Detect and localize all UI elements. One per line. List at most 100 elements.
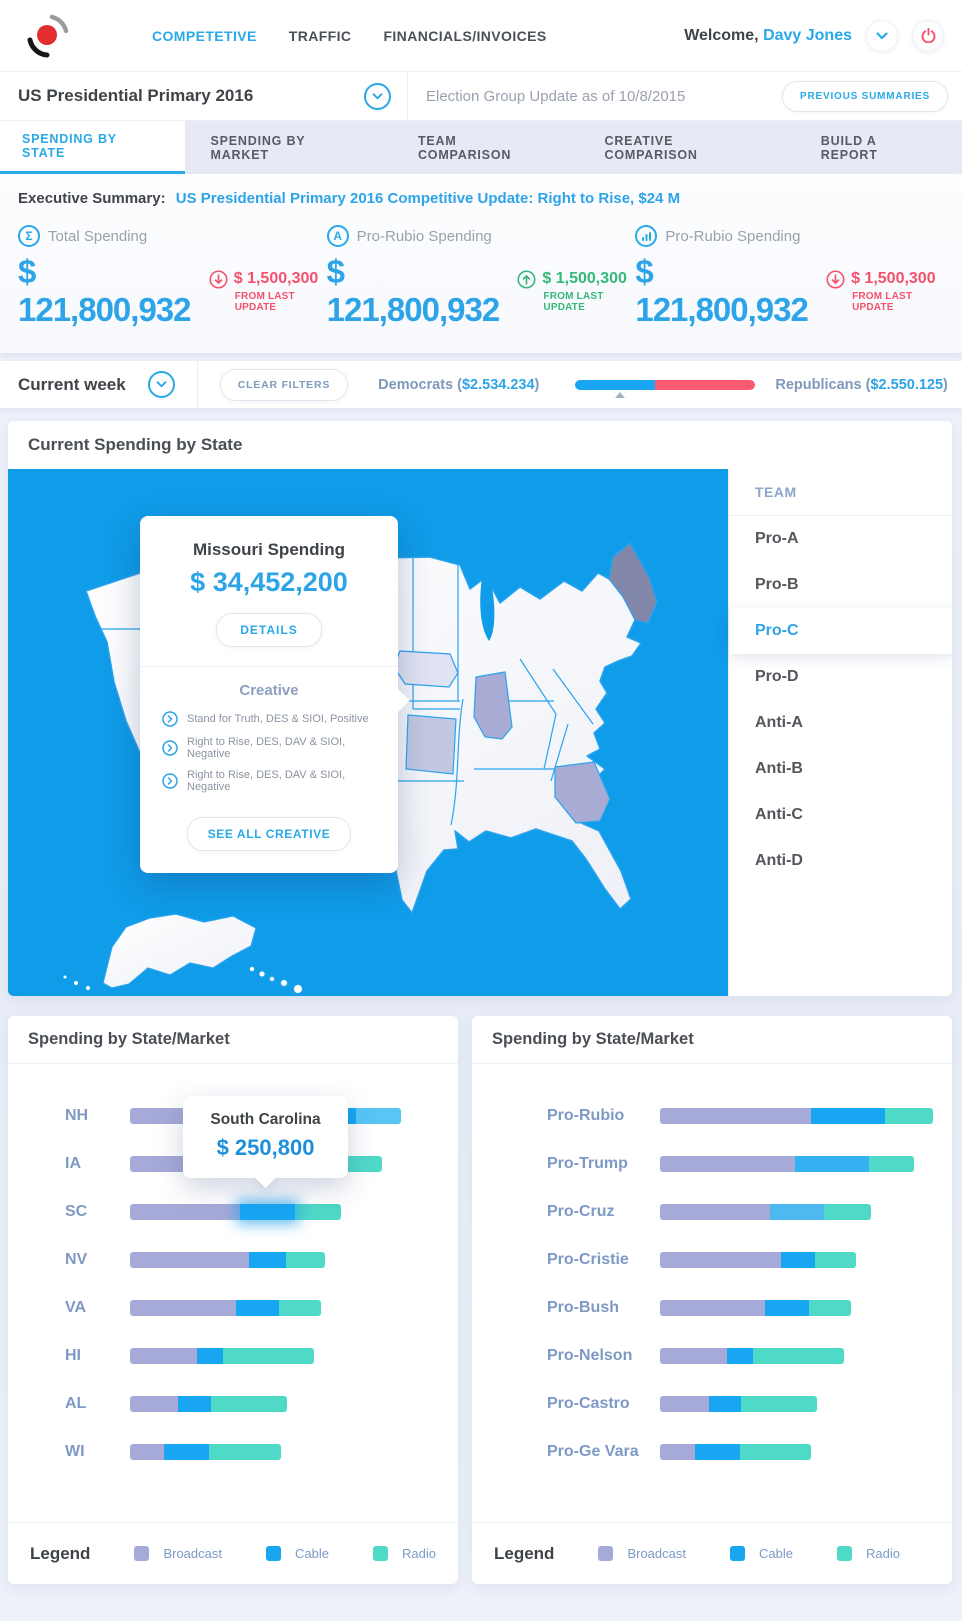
bar-segment-cable[interactable] — [695, 1444, 740, 1460]
bar-segment-cable[interactable] — [727, 1348, 753, 1364]
arrow-down-circle-icon — [209, 269, 228, 289]
bar-segment-cable[interactable] — [795, 1156, 869, 1172]
team-item-anti-a[interactable]: Anti-A — [755, 714, 803, 731]
bar-segment-radio[interactable] — [295, 1204, 341, 1220]
previous-summaries-button[interactable]: PREVIOUS SUMMARIES — [782, 80, 948, 112]
bar-segment-cable[interactable] — [178, 1396, 211, 1412]
bar-segment-broadcast[interactable] — [660, 1300, 765, 1316]
clear-filters-button[interactable]: CLEAR FILTERS — [219, 368, 349, 401]
nav-item-traffic[interactable]: TRAFFIC — [288, 27, 352, 44]
bar-segment-radio[interactable] — [885, 1108, 933, 1124]
slider-handle[interactable] — [615, 391, 626, 398]
bar-segment-radio[interactable] — [279, 1300, 321, 1316]
state-indiana[interactable] — [473, 671, 513, 740]
bar-segment-cable[interactable] — [770, 1204, 824, 1220]
nav-item-competetive[interactable]: COMPETETIVE — [152, 27, 257, 44]
tab-creative-comparison[interactable]: CREATIVE COMPARISON — [604, 133, 698, 162]
bar-segment-radio[interactable] — [741, 1396, 817, 1412]
bar-segment-cable[interactable] — [164, 1444, 209, 1460]
bar-segment-cable[interactable] — [236, 1300, 279, 1316]
bar-segment-broadcast[interactable] — [130, 1204, 240, 1220]
bar-segment-radio[interactable] — [286, 1252, 325, 1268]
state-alaska[interactable] — [102, 913, 257, 989]
user-menu-button[interactable] — [866, 19, 898, 52]
party-split-slider[interactable] — [575, 379, 756, 390]
map-area: Missouri Spending $ 34,452,200 DETAILS C… — [8, 469, 728, 996]
chevron-down-icon — [372, 92, 383, 99]
bar-segment-cable[interactable] — [811, 1108, 885, 1124]
team-item-pro-d[interactable]: Pro-D — [755, 668, 799, 685]
bar-segment-broadcast[interactable] — [660, 1108, 811, 1124]
bar-segment-broadcast[interactable] — [660, 1396, 709, 1412]
arrow-down-circle-icon — [826, 269, 845, 289]
team-item-pro-a[interactable]: Pro-A — [755, 530, 799, 547]
tab-build-a-report[interactable]: BUILD A REPORT — [820, 133, 878, 162]
legend: Legend Broadcast Cable Radio — [8, 1522, 458, 1584]
bar-segment-broadcast[interactable] — [660, 1348, 727, 1364]
bar-segment-cable[interactable] — [249, 1252, 286, 1268]
bar-segment-broadcast[interactable] — [660, 1204, 770, 1220]
tab-spending-by-state[interactable]: SPENDING BY STATE — [0, 121, 185, 174]
creative-item[interactable]: Stand for Truth, DES & SIOI, Positive — [162, 711, 380, 727]
bar-segment-broadcast[interactable] — [660, 1444, 695, 1460]
team-item-anti-c[interactable]: Anti-C — [755, 806, 803, 823]
app-logo-icon — [27, 14, 69, 57]
tab-spending-by-market[interactable]: SPENDING BY MARKET — [210, 133, 306, 162]
see-all-creative-button[interactable]: SEE ALL CREATIVE — [186, 817, 352, 851]
bar-segment-radio[interactable] — [211, 1396, 287, 1412]
team-item-pro-b[interactable]: Pro-B — [755, 576, 799, 593]
tab-team-comparison[interactable]: TEAM COMPARISON — [417, 133, 512, 162]
creative-item[interactable]: Right to Rise, DES, DAV & SIOI, Negative — [162, 736, 380, 760]
state-hawaii[interactable] — [249, 966, 303, 994]
chevron-right-circle-icon — [162, 740, 178, 756]
bar-segment-radio[interactable] — [223, 1348, 314, 1364]
bar-segment-broadcast[interactable] — [130, 1444, 164, 1460]
current-spending-by-state-card: Current Spending by State — [8, 421, 952, 996]
bar-segment-radio[interactable] — [824, 1204, 871, 1220]
bar-segment-radio[interactable] — [356, 1108, 401, 1124]
period-selector-button[interactable] — [147, 371, 175, 398]
bar-segment-radio[interactable] — [209, 1444, 281, 1460]
update-timestamp: Election Group Update as of 10/8/2015 — [426, 87, 686, 105]
bar-segment-radio[interactable] — [809, 1300, 851, 1316]
bar-segment-broadcast[interactable] — [130, 1300, 236, 1316]
bar-segment-cable[interactable] — [240, 1204, 295, 1220]
user-name[interactable]: Davy Jones — [763, 26, 852, 44]
bar-segment-cable[interactable] — [765, 1300, 809, 1316]
legend-item-broadcast: Broadcast — [134, 1546, 222, 1561]
logout-button[interactable] — [912, 19, 944, 52]
bar-segment-cable[interactable] — [709, 1396, 741, 1412]
bar-segment-radio[interactable] — [815, 1252, 856, 1268]
bar-segment-cable[interactable] — [781, 1252, 815, 1268]
bar-segment-broadcast[interactable] — [660, 1156, 795, 1172]
state-missouri[interactable] — [405, 714, 457, 775]
bar-segment-radio[interactable] — [753, 1348, 844, 1364]
bar-segment-cable[interactable] — [197, 1348, 223, 1364]
chart-row-label: Pro-Ge Vara — [547, 1443, 639, 1460]
state-iowa[interactable] — [393, 650, 459, 688]
republican-slider-segment[interactable] — [655, 379, 756, 390]
creative-item[interactable]: Right to Rise, DES, DAV & SIOI, Negative — [162, 769, 380, 793]
bar-segment-broadcast[interactable] — [130, 1252, 249, 1268]
team-item-anti-d[interactable]: Anti-D — [755, 852, 803, 869]
main-nav: COMPETETIVE TRAFFIC FINANCIALS/INVOICES — [152, 28, 547, 44]
bar-segment-radio[interactable] — [740, 1444, 811, 1460]
bar-segment-broadcast[interactable] — [660, 1252, 781, 1268]
chart-row-label: VA — [65, 1299, 87, 1316]
team-item-pro-c[interactable]: Pro-C — [729, 608, 952, 654]
tooltip-value: $ 34,452,200 — [190, 567, 348, 597]
team-item-anti-b[interactable]: Anti-B — [755, 760, 803, 777]
executive-summary-value[interactable]: US Presidential Primary 2016 Competitive… — [175, 190, 681, 207]
state-georgia[interactable] — [554, 761, 611, 824]
stacked-bar — [660, 1156, 914, 1172]
nav-item-financials[interactable]: FINANCIALS/INVOICES — [383, 27, 547, 44]
arrow-up-circle-icon — [517, 269, 536, 289]
state-maine[interactable] — [608, 542, 658, 624]
bar-segment-broadcast[interactable] — [130, 1396, 178, 1412]
bar-segment-radio[interactable] — [869, 1156, 914, 1172]
details-button[interactable]: DETAILS — [216, 613, 322, 647]
report-selector-button[interactable] — [364, 82, 391, 110]
democrat-slider-segment[interactable] — [575, 379, 656, 390]
stacked-bar — [660, 1252, 856, 1268]
bar-segment-broadcast[interactable] — [130, 1348, 197, 1364]
